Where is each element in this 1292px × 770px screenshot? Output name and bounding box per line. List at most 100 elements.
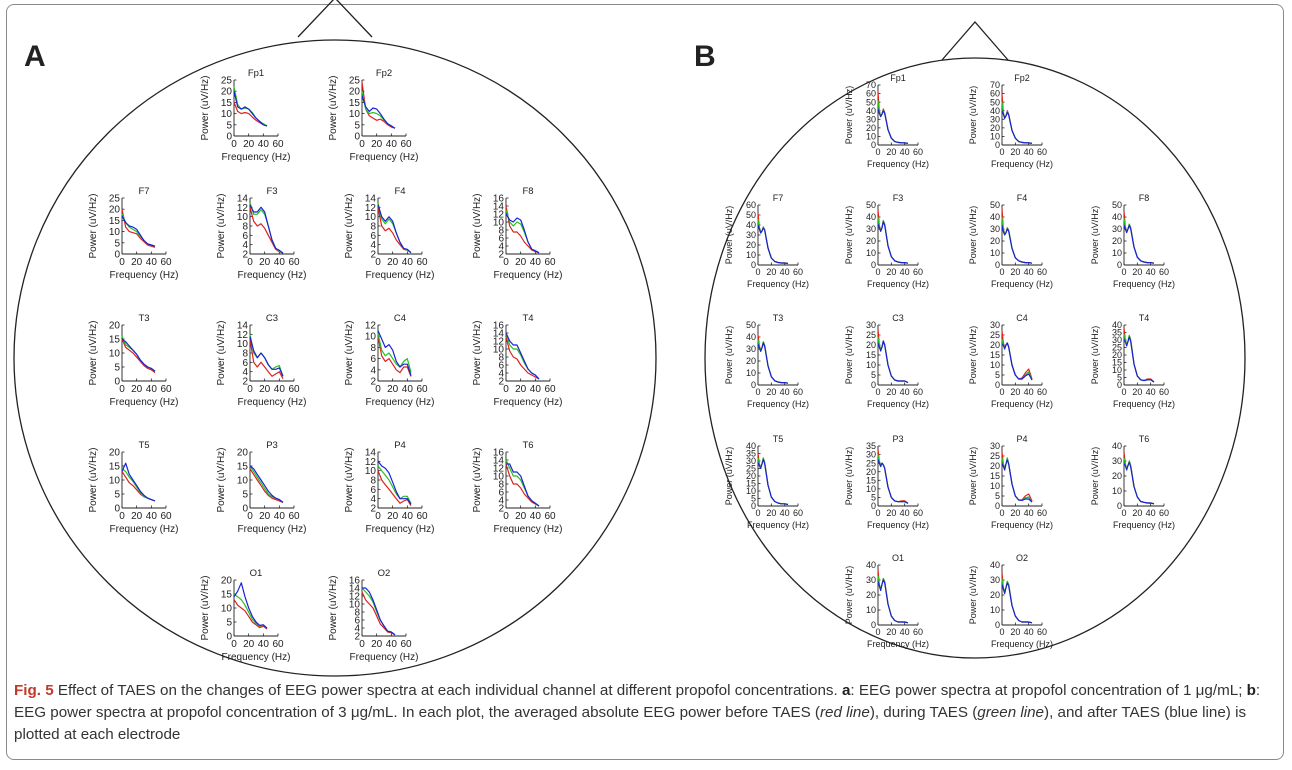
series-line-during — [377, 465, 412, 504]
x-tick-label: 20 — [515, 257, 527, 268]
x-tick-label: 40 — [900, 267, 910, 277]
figure-frame — [6, 4, 1284, 760]
y-tick-label: 5 — [114, 238, 120, 249]
y-tick-label: 40 — [1112, 441, 1122, 451]
series-line-after — [1001, 459, 1033, 503]
y-tick-label: 15 — [746, 479, 756, 489]
series-line-before — [505, 205, 540, 254]
y-tick-label: 8 — [498, 353, 504, 364]
x-tick-label: 0 — [247, 511, 253, 522]
y-tick-label: 8 — [370, 343, 376, 354]
x-tick-label: 20 — [1010, 147, 1020, 157]
x-tick-label: 60 — [160, 257, 172, 268]
y-tick-label: 50 — [1112, 200, 1122, 210]
y-tick-label: 20 — [866, 590, 876, 600]
y-tick-label: 4 — [498, 496, 504, 507]
x-tick-label: 60 — [793, 508, 803, 518]
y-tick-label: 5 — [114, 363, 120, 374]
channel-title: F8 — [1139, 193, 1150, 203]
x-tick-label: 0 — [119, 257, 125, 268]
y-tick-label: 10 — [866, 248, 876, 258]
x-tick-label: 40 — [780, 267, 790, 277]
x-axis-label: Frequency (Hz) — [350, 152, 419, 163]
series-line-after — [1123, 224, 1155, 264]
y-tick-label: 10 — [1112, 248, 1122, 258]
x-tick-label: 60 — [272, 139, 284, 150]
x-tick-label: 60 — [913, 147, 923, 157]
y-tick-label: 30 — [746, 456, 756, 466]
x-axis-label: Frequency (Hz) — [1113, 520, 1175, 530]
y-tick-label: 30 — [746, 230, 756, 240]
series-line-before — [1001, 572, 1033, 624]
y-tick-label: 15 — [990, 471, 1000, 481]
channel-title: F3 — [266, 186, 277, 197]
y-tick-label: 30 — [990, 224, 1000, 234]
y-tick-label: 0 — [995, 260, 1000, 270]
y-axis-label: Power (uV/Hz) — [344, 320, 355, 385]
series-line-after — [1001, 110, 1033, 144]
x-tick-label: 40 — [900, 508, 910, 518]
y-tick-label: 12 — [365, 457, 377, 468]
series-line-after — [362, 587, 396, 636]
x-tick-label: 60 — [288, 511, 300, 522]
y-tick-label: 5 — [242, 490, 248, 501]
x-tick-label: 40 — [1024, 627, 1034, 637]
x-axis-label: Frequency (Hz) — [867, 279, 929, 289]
y-tick-label: 12 — [493, 210, 505, 221]
series-line-before — [377, 336, 412, 377]
y-tick-label: 30 — [990, 441, 1000, 451]
x-axis-label: Frequency (Hz) — [494, 270, 563, 281]
series-line-after — [377, 204, 412, 254]
head-outline — [704, 57, 1246, 659]
x-tick-label: 40 — [900, 387, 910, 397]
x-tick-label: 60 — [913, 387, 923, 397]
x-tick-label: 20 — [1132, 508, 1142, 518]
x-tick-label: 60 — [400, 139, 412, 150]
y-tick-label: 30 — [990, 114, 1000, 124]
x-tick-label: 40 — [402, 257, 414, 268]
channel-title: C4 — [394, 313, 406, 324]
y-tick-label: 40 — [1112, 212, 1122, 222]
x-tick-label: 20 — [1132, 387, 1142, 397]
y-axis-label: Power (uV/Hz) — [844, 86, 854, 145]
y-tick-label: 20 — [990, 461, 1000, 471]
y-tick-label: 40 — [1112, 320, 1122, 330]
series-line-before — [249, 468, 284, 503]
x-axis-label: Frequency (Hz) — [222, 652, 291, 663]
y-tick-label: 14 — [493, 329, 505, 340]
x-tick-label: 0 — [375, 257, 381, 268]
y-tick-label: 5 — [871, 493, 876, 503]
channel-title: Fp2 — [1014, 73, 1030, 83]
series-line-during — [121, 213, 156, 247]
y-tick-label: 12 — [349, 592, 361, 603]
x-tick-label: 0 — [999, 267, 1004, 277]
y-tick-label: 2 — [370, 377, 376, 388]
x-tick-label: 60 — [793, 267, 803, 277]
x-tick-label: 60 — [1159, 387, 1169, 397]
x-tick-label: 20 — [886, 267, 896, 277]
x-tick-label: 20 — [371, 139, 383, 150]
y-tick-label: 20 — [990, 123, 1000, 133]
series-line-before — [1001, 208, 1033, 264]
x-tick-label: 0 — [999, 627, 1004, 637]
y-tick-label: 14 — [237, 321, 249, 332]
y-tick-label: 20 — [990, 340, 1000, 350]
y-tick-label: 0 — [751, 501, 756, 511]
y-tick-label: 30 — [866, 450, 876, 460]
x-tick-label: 40 — [530, 511, 542, 522]
y-tick-label: 10 — [349, 600, 361, 611]
x-axis-label: Frequency (Hz) — [747, 520, 809, 530]
y-tick-label: 0 — [995, 380, 1000, 390]
y-axis-label: Power (uV/Hz) — [200, 75, 211, 140]
y-tick-label: 10 — [866, 360, 876, 370]
y-tick-label: 15 — [866, 350, 876, 360]
y-tick-label: 70 — [866, 80, 876, 90]
x-tick-label: 0 — [1121, 267, 1126, 277]
y-tick-label: 5 — [995, 370, 1000, 380]
